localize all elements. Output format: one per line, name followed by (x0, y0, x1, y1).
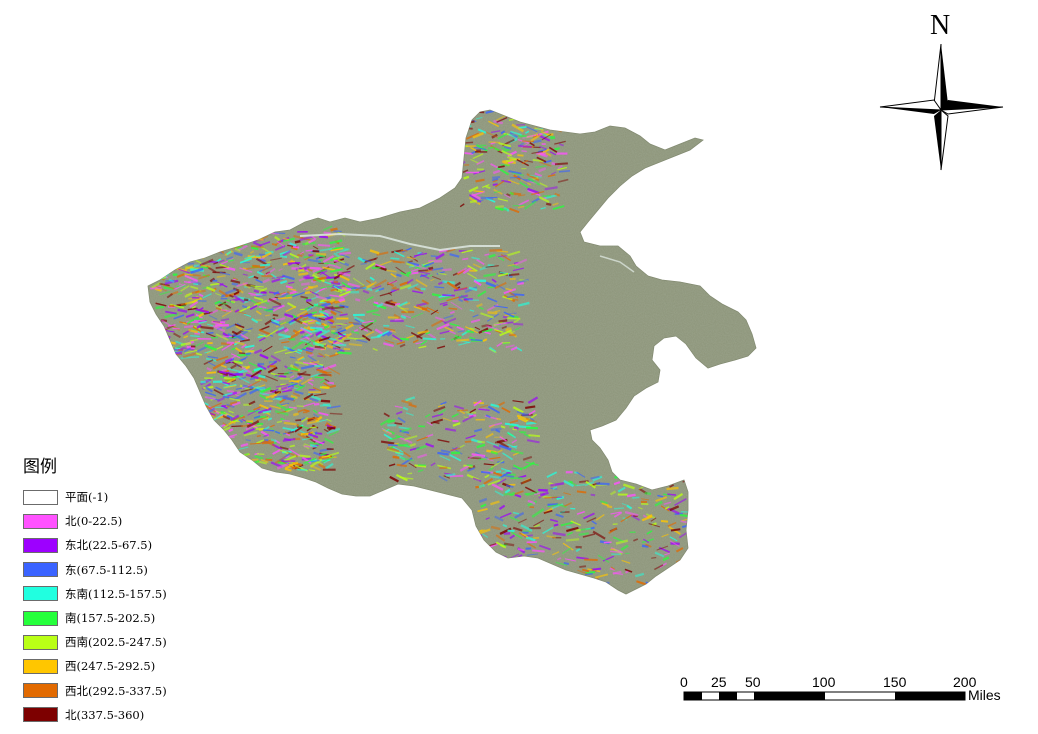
legend: 图例 平面(-1) 北(0-22.5) 东北(22.5-67.5) 东(67.5-11… (23, 452, 167, 727)
scale-tick-label: 150 (883, 674, 907, 690)
legend-item: 西南(202.5-247.5) (23, 630, 167, 654)
legend-swatch (23, 489, 58, 505)
legend-label: 东南(112.5-157.5) (65, 586, 167, 601)
legend-swatch (23, 537, 58, 553)
legend-swatch (23, 610, 58, 626)
legend-item: 北(0-22.5) (23, 509, 167, 533)
legend-swatch (23, 658, 58, 674)
legend-item: 平面(-1) (23, 485, 167, 509)
legend-label: 东北(22.5-67.5) (65, 538, 153, 553)
legend-item: 西北(292.5-337.5) (23, 679, 167, 703)
north-arrow: N (879, 10, 1004, 171)
aspect-texture (148, 110, 756, 594)
legend-label: 西北(292.5-337.5) (65, 683, 167, 698)
scale-tick-label: 0 (680, 674, 688, 690)
legend-items: 平面(-1) 北(0-22.5) 东北(22.5-67.5) 东(67.5-112.5… (23, 485, 167, 727)
legend-label: 西(247.5-292.5) (65, 659, 156, 674)
scale-bar: 0 25 50 100 150 200 Miles (680, 674, 1001, 703)
legend-label: 北(0-22.5) (65, 514, 123, 529)
legend-swatch (23, 513, 58, 529)
legend-title: 图例 (23, 457, 57, 477)
legend-swatch (23, 586, 58, 602)
legend-item: 北(337.5-360) (23, 703, 167, 727)
legend-label: 南(157.5-202.5) (65, 611, 156, 626)
scale-unit: Miles (968, 687, 1001, 703)
river-lines (299, 232, 635, 273)
legend-swatch (23, 562, 58, 578)
legend-item: 东北(22.5-67.5) (23, 533, 167, 557)
legend-swatch (23, 634, 58, 650)
scale-tick-label: 50 (745, 674, 761, 690)
legend-label: 北(337.5-360) (65, 707, 145, 722)
legend-item: 东南(112.5-157.5) (23, 582, 167, 606)
north-label: N (930, 10, 950, 41)
legend-swatch (23, 707, 58, 723)
legend-item: 东(67.5-112.5) (23, 558, 167, 582)
legend-item: 西(247.5-292.5) (23, 654, 167, 678)
scale-tick-label: 25 (711, 674, 727, 690)
scale-tick-label: 200 (953, 674, 977, 690)
legend-item: 南(157.5-202.5) (23, 606, 167, 630)
scale-tick-label: 100 (812, 674, 836, 690)
legend-label: 平面(-1) (65, 490, 109, 505)
legend-label: 西南(202.5-247.5) (65, 635, 167, 650)
legend-swatch (23, 683, 58, 699)
legend-label: 东(67.5-112.5) (65, 562, 148, 577)
